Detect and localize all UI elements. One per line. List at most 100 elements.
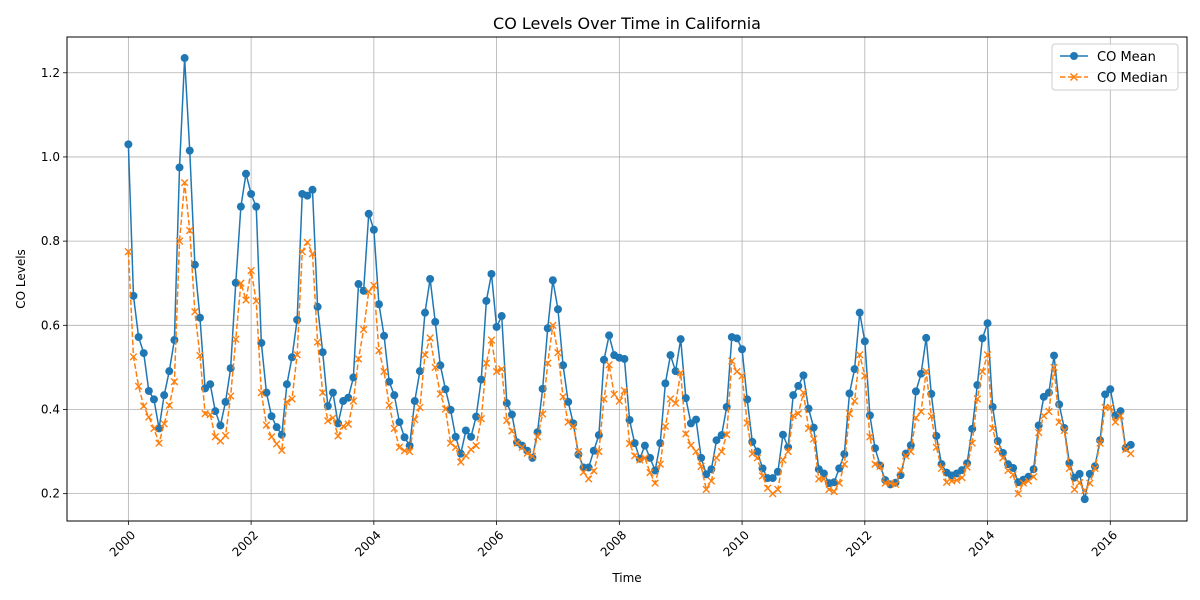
data-point-co-mean <box>789 391 798 400</box>
data-point-co-median <box>799 388 808 397</box>
data-point-co-mean <box>1065 458 1074 467</box>
data-point-co-mean <box>482 296 491 305</box>
data-point-co-median <box>508 427 516 435</box>
data-point-co-mean <box>651 466 660 475</box>
data-point-co-mean <box>778 430 787 439</box>
data-point-co-median <box>1106 403 1115 412</box>
data-point-co-median <box>589 467 598 475</box>
data-point-co-median <box>804 424 813 433</box>
data-point-co-mean <box>242 169 250 178</box>
data-point-co-median <box>242 296 250 304</box>
data-point-co-median <box>682 430 690 438</box>
data-point-co-median <box>497 365 506 373</box>
data-point-co-median <box>907 447 915 456</box>
data-point-co-mean <box>277 430 286 439</box>
data-point-co-median <box>835 479 844 487</box>
data-point-co-median <box>1126 449 1135 458</box>
data-point-co-mean <box>671 367 680 376</box>
data-point-co-mean <box>646 453 655 462</box>
data-point-co-mean <box>139 349 148 358</box>
data-point-co-median <box>850 397 859 405</box>
data-point-co-median <box>891 480 900 489</box>
data-point-co-mean <box>308 185 317 194</box>
data-point-co-median <box>1014 489 1023 498</box>
data-point-co-mean <box>922 333 931 342</box>
data-point-co-mean <box>712 436 721 445</box>
data-point-co-median <box>753 454 762 462</box>
data-point-co-median <box>1111 418 1120 426</box>
data-point-co-median <box>1075 478 1084 487</box>
data-point-co-median <box>344 420 353 428</box>
data-point-co-mean <box>328 388 337 397</box>
data-point-co-median <box>456 458 465 466</box>
data-point-co-median <box>180 178 189 187</box>
data-point-co-median <box>426 334 434 342</box>
data-point-co-mean <box>768 474 777 483</box>
data-point-co-median <box>825 485 833 494</box>
data-point-co-median <box>993 445 1002 454</box>
series-co-median <box>124 178 1135 498</box>
data-point-co-mean <box>272 423 281 432</box>
data-point-co-median <box>896 466 905 475</box>
data-point-co-median <box>462 451 470 460</box>
data-point-co-median <box>482 359 491 367</box>
data-point-co-median <box>134 382 143 391</box>
data-point-co-mean <box>518 441 527 450</box>
data-point-co-mean <box>860 337 869 346</box>
data-point-co-median <box>774 485 782 494</box>
data-point-co-median <box>380 367 388 376</box>
data-point-co-mean <box>211 407 220 416</box>
data-point-co-median <box>978 367 987 376</box>
data-point-co-mean <box>426 275 435 283</box>
legend-label-co-mean: CO Mean <box>1097 50 1156 65</box>
data-point-co-mean <box>170 336 179 345</box>
data-point-co-mean <box>461 426 470 435</box>
data-point-co-median <box>139 402 148 410</box>
data-point-co-mean <box>185 146 194 155</box>
data-point-co-mean <box>436 361 445 370</box>
data-point-co-median <box>983 350 992 359</box>
data-point-co-mean <box>395 418 404 427</box>
data-point-co-median <box>958 473 966 482</box>
data-point-co-median <box>334 432 342 440</box>
data-point-co-median <box>973 395 982 403</box>
data-point-co-median <box>518 443 526 452</box>
data-point-co-median <box>272 440 281 448</box>
y-axis-ticks: 0.2 0.4 0.6 0.8 1.0 1.2 <box>41 66 67 501</box>
data-point-co-median <box>722 430 731 439</box>
data-point-co-median <box>206 410 214 419</box>
data-point-co-median <box>339 422 347 431</box>
data-point-co-mean <box>221 397 230 406</box>
data-point-co-median <box>405 447 414 456</box>
data-point-co-mean <box>681 394 690 403</box>
data-point-co-mean <box>911 387 920 396</box>
data-point-co-median <box>298 247 307 256</box>
data-point-co-mean <box>1009 463 1018 472</box>
data-point-co-median <box>830 487 838 496</box>
data-point-co-mean <box>507 410 516 419</box>
data-point-co-median <box>165 401 174 410</box>
data-point-co-median <box>293 350 301 359</box>
data-point-co-median <box>968 439 977 447</box>
data-point-co-mean <box>559 361 568 370</box>
data-point-co-median <box>635 456 644 464</box>
data-point-co-median <box>579 468 588 476</box>
data-point-co-mean <box>415 367 424 376</box>
data-point-co-mean <box>1055 400 1064 409</box>
data-point-co-mean <box>845 389 854 398</box>
data-point-co-mean <box>216 421 225 430</box>
data-point-co-median <box>533 433 542 441</box>
grid-lines <box>67 37 1187 521</box>
data-point-co-median <box>671 399 680 407</box>
data-point-co-median <box>866 433 874 441</box>
data-point-co-mean <box>369 225 378 234</box>
data-point-co-median <box>1070 485 1079 494</box>
data-point-co-median <box>569 422 578 431</box>
data-point-co-median <box>676 369 685 377</box>
data-point-co-mean <box>247 189 256 198</box>
data-point-co-median <box>912 414 920 422</box>
data-point-co-median <box>543 359 552 367</box>
data-point-co-mean <box>850 365 859 374</box>
data-point-co-median <box>605 361 613 369</box>
data-point-co-mean <box>620 354 629 363</box>
